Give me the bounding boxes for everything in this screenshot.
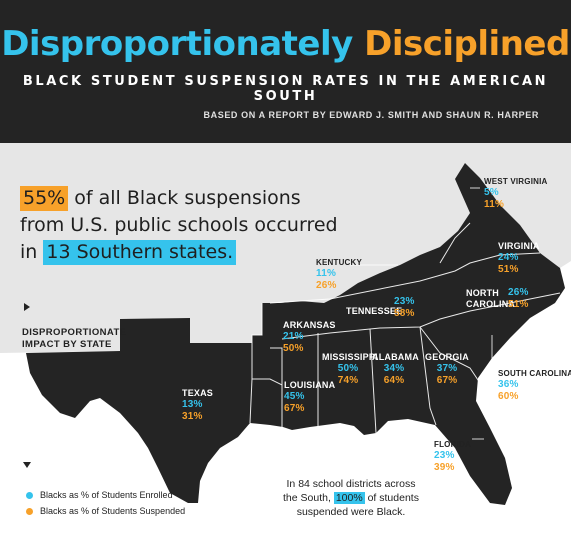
state-name: LOUISIANA (284, 380, 336, 390)
state-suspended: 58% (394, 308, 415, 319)
state-suspended: 50% (283, 343, 304, 354)
headline-line-3-prefix: in (20, 241, 38, 263)
headline-statement: 55% of all Black suspensions from U.S. p… (20, 185, 338, 266)
state-louisiana: LOUISIANA 45% 67% (284, 380, 335, 415)
arrow-right-icon (24, 303, 30, 311)
state-suspended: 67% (284, 403, 305, 414)
headline-states: 13 Southern states. (43, 240, 237, 265)
state-suspended: 51% (508, 299, 529, 310)
state-enrolled: 24% (498, 252, 519, 263)
legend-suspended: Blacks as % of Students Suspended (26, 506, 185, 516)
note-percent: 100% (333, 492, 365, 504)
report-credit: BASED ON A REPORT BY EDWARD J. SMITH AND… (203, 110, 539, 120)
state-enrolled: 21% (283, 331, 304, 342)
state-virginia: VIRGINIA 24% 51% (498, 241, 540, 276)
headline-percent: 55% (20, 186, 69, 211)
state-enrolled: 13% (182, 399, 203, 410)
title-part-1: Disproportionately (1, 24, 353, 64)
state-enrolled: 11% (316, 268, 337, 279)
note-line-2-suffix: of students (367, 492, 419, 504)
state-north-carolina-values: 26% 51% (508, 287, 529, 311)
state-suspended: 26% (316, 280, 337, 291)
state-suspended: 51% (498, 264, 519, 275)
state-suspended: 64% (383, 375, 405, 386)
state-name: KENTUCKY (316, 258, 363, 267)
legend-dot-enrolled (26, 491, 33, 499)
state-texas: TEXAS 13% 31% (182, 388, 213, 423)
page-subtitle: BLACK STUDENT SUSPENSION RATES IN THE AM… (22, 74, 549, 104)
state-name: SOUTH CAROLINA (498, 369, 571, 378)
state-name: FLORIDA (434, 440, 471, 449)
state-enrolled: 23% (394, 296, 415, 307)
state-florida: FLORIDA 23% 39% (434, 439, 471, 474)
state-name: TEXAS (182, 388, 214, 398)
state-suspended: 60% (498, 391, 519, 402)
state-suspended: 31% (182, 411, 203, 422)
arrow-down-icon (23, 462, 31, 468)
state-name: ALABAMA (372, 352, 419, 362)
state-enrolled: 5% (484, 187, 499, 198)
southern-region (26, 163, 565, 505)
state-enrolled: 50% (337, 363, 359, 374)
state-north-carolina: NORTH CAROLINA (466, 288, 515, 310)
state-tennessee-name: TENNESSEE (346, 306, 402, 317)
headline-line-1: of all Black suspensions (74, 187, 301, 209)
state-kentucky: KENTUCKY 11% 26% (316, 257, 362, 292)
non-southern-land (0, 143, 571, 353)
legend-enrolled-label: Blacks as % of Students Enrolled (40, 490, 173, 500)
state-name: WEST VIRGINIA (484, 177, 548, 186)
title-part-2: Disciplined (364, 24, 570, 64)
state-name: TENNESSEE (346, 306, 403, 316)
note-line-1: In 84 school districts across (286, 478, 416, 490)
page-title: Disproportionately Disciplined (0, 24, 571, 64)
state-west-virginia: WEST VIRGINIA 5% 11% (484, 176, 548, 211)
state-name-line-1: NORTH (466, 288, 499, 298)
state-mississippi: MISSISSIPPI 50% 74% (322, 352, 378, 387)
state-name-line-2: CAROLINA (466, 299, 516, 309)
state-tennessee-values: 23% 58% (394, 296, 415, 320)
state-suspended: 74% (337, 375, 359, 386)
impact-label-line-1: DISPROPORTIONATE (22, 327, 127, 338)
state-suspended: 39% (434, 462, 455, 473)
state-name: ARKANSAS (283, 320, 336, 330)
district-note: In 84 school districts across the South,… (266, 477, 436, 519)
state-arkansas: ARKANSAS 21% 50% (283, 320, 336, 355)
state-suspended: 11% (484, 199, 505, 210)
state-enrolled: 37% (436, 363, 458, 374)
legend-enrolled: Blacks as % of Students Enrolled (26, 490, 173, 500)
note-line-2-prefix: the South, (283, 492, 331, 504)
state-enrolled: 45% (284, 391, 305, 402)
impact-label: DISPROPORTIONATE IMPACT BY STATE (22, 327, 126, 351)
state-enrolled: 34% (383, 363, 405, 374)
state-suspended: 67% (436, 375, 458, 386)
state-south-carolina: SOUTH CAROLINA 36% 60% (498, 368, 571, 403)
state-alabama: ALABAMA 34% 64% (372, 352, 419, 387)
state-name: GEORGIA (425, 352, 469, 362)
state-enrolled: 36% (498, 379, 519, 390)
state-name: VIRGINIA (498, 241, 540, 251)
state-enrolled: 23% (434, 450, 455, 461)
state-name: MISSISSIPPI (322, 352, 378, 362)
note-line-3: suspended were Black. (296, 506, 406, 518)
southern-states-map (0, 143, 571, 533)
legend-dot-suspended (26, 507, 33, 515)
state-georgia: GEORGIA 37% 67% (424, 352, 470, 387)
legend-suspended-label: Blacks as % of Students Suspended (40, 506, 186, 516)
impact-label-line-2: IMPACT BY STATE (22, 339, 112, 350)
header-banner: Disproportionately Disciplined BLACK STU… (0, 0, 571, 143)
state-enrolled: 26% (508, 287, 529, 298)
headline-line-2: from U.S. public schools occurred (20, 214, 338, 236)
